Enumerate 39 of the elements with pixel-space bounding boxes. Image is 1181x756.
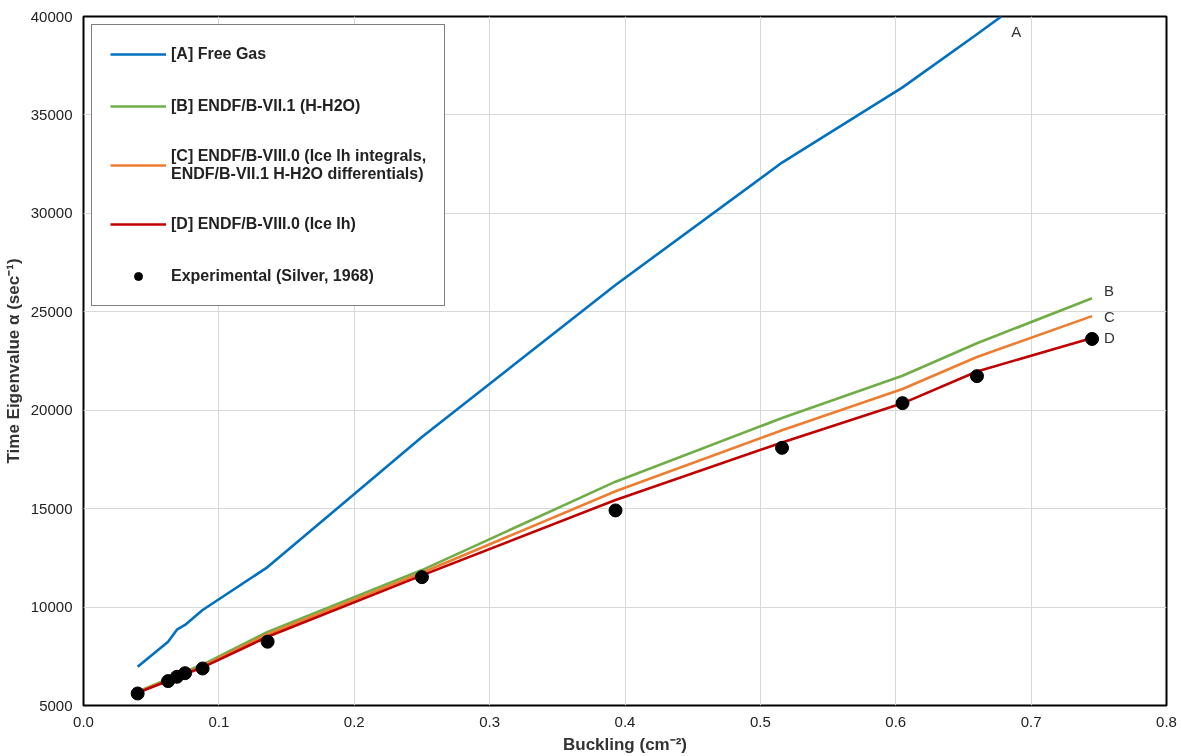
x-tick-label: 0.2	[343, 712, 365, 730]
legend-label: [D] ENDF/B-VIII.0 (Ice Ih)	[171, 214, 356, 234]
point	[414, 570, 429, 585]
annotation: C	[1104, 307, 1116, 325]
point	[895, 396, 910, 411]
point	[260, 634, 275, 649]
x-tick-label: 0.5	[749, 712, 771, 730]
point	[969, 369, 984, 384]
point	[130, 686, 145, 701]
y-tick-label: 20000	[30, 401, 73, 419]
point	[178, 666, 193, 681]
x-tick-label: 0.6	[885, 712, 907, 730]
point	[775, 440, 790, 455]
x-tick-label: 0.0	[73, 712, 94, 730]
x-tick-label: 0.3	[479, 712, 501, 730]
y-tick-label: 25000	[30, 302, 73, 320]
legend-label: [C] ENDF/B-VIII.0 (Ice Ih integrals, ENDF/B-VII.1 H-H2O differentials)	[171, 147, 427, 183]
x-tick-label: 0.8	[1156, 712, 1177, 730]
y-tick-label: 5000	[39, 696, 73, 714]
x-axis-title: Buckling (cm⁻²)	[562, 734, 688, 754]
legend-label: [A] Free Gas	[171, 44, 267, 64]
annotation: B	[1104, 281, 1115, 299]
annotation: D	[1104, 329, 1116, 347]
point	[1085, 331, 1100, 346]
x-tick-label: 0.7	[1020, 712, 1042, 730]
x-tick-label: 0.1	[208, 712, 230, 730]
legend-label: [B] ENDF/B-VII.1 (H-H2O)	[171, 96, 361, 116]
line-series	[136, 16, 1003, 669]
y-tick-label: 30000	[30, 204, 73, 222]
legend-label: Experimental (Silver, 1968)	[171, 266, 374, 286]
y-tick-label: 10000	[30, 598, 73, 616]
point	[195, 661, 210, 676]
annotation: A	[1011, 23, 1022, 40]
y-tick-label: 15000	[30, 499, 73, 517]
y-tick-label: 40000	[30, 7, 73, 25]
y-axis-title: Time Eigenvalue α (sec⁻¹)	[3, 258, 23, 464]
x-tick-label: 0.4	[614, 712, 636, 730]
y-tick-label: 35000	[30, 105, 73, 123]
point	[608, 503, 623, 518]
